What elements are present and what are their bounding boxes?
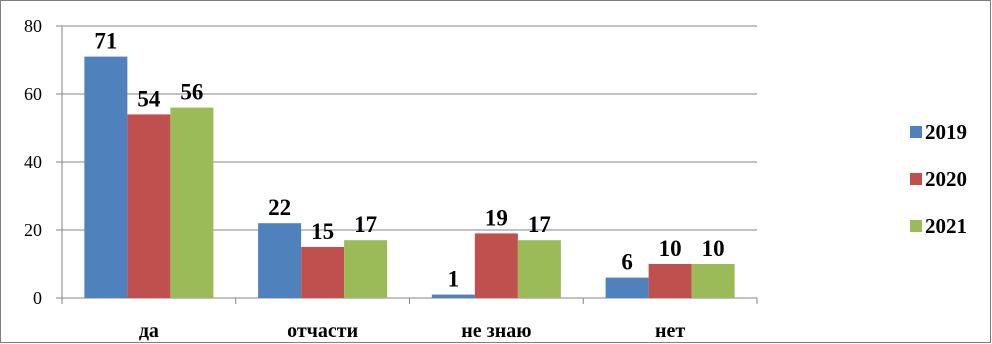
- legend-label: 2019: [925, 120, 967, 144]
- category-label: нет: [655, 320, 685, 342]
- bars: [84, 56, 735, 299]
- data-label: 19: [485, 205, 508, 230]
- data-label: 54: [137, 86, 161, 111]
- data-label: 71: [94, 29, 117, 54]
- bar: [127, 114, 171, 299]
- legend-label: 2020: [925, 167, 967, 191]
- bar: [344, 240, 388, 298]
- legend-swatch: [910, 220, 922, 232]
- data-label: 1: [448, 267, 460, 292]
- legend-swatch: [910, 173, 922, 185]
- category-label: да: [139, 320, 159, 342]
- category-label: отчасти: [287, 320, 358, 342]
- bar: [605, 277, 649, 298]
- data-label: 17: [354, 212, 377, 237]
- y-tick-label: 0: [33, 288, 42, 308]
- legend-swatch: [910, 126, 922, 138]
- bar: [691, 264, 735, 298]
- legend-label: 2021: [925, 214, 967, 238]
- data-labels: 71 54 56 22 15 17 1 19 17 6 10 10: [94, 29, 724, 292]
- data-label: 56: [180, 80, 203, 105]
- bar: [648, 264, 692, 298]
- bar: [170, 107, 214, 298]
- axes: 0 20 40 60 80 да отчасти не знаю нет: [24, 16, 758, 342]
- bar: [258, 223, 302, 298]
- y-tick-label: 80: [24, 16, 42, 36]
- data-label: 10: [702, 236, 725, 261]
- y-tick-label: 60: [24, 84, 42, 104]
- category-label: не знаю: [461, 320, 531, 342]
- bar: [84, 56, 128, 298]
- bar: [301, 247, 345, 298]
- data-label: 15: [311, 219, 334, 244]
- bar: [517, 240, 561, 298]
- bar: [474, 233, 518, 298]
- data-label: 17: [528, 212, 551, 237]
- y-tick-label: 20: [24, 220, 42, 240]
- data-label: 22: [268, 195, 291, 220]
- bar: [431, 294, 475, 298]
- y-tick-label: 40: [24, 152, 42, 172]
- data-label: 6: [621, 250, 633, 275]
- data-label: 10: [659, 236, 682, 261]
- legend: 2019 2020 2021: [910, 120, 967, 238]
